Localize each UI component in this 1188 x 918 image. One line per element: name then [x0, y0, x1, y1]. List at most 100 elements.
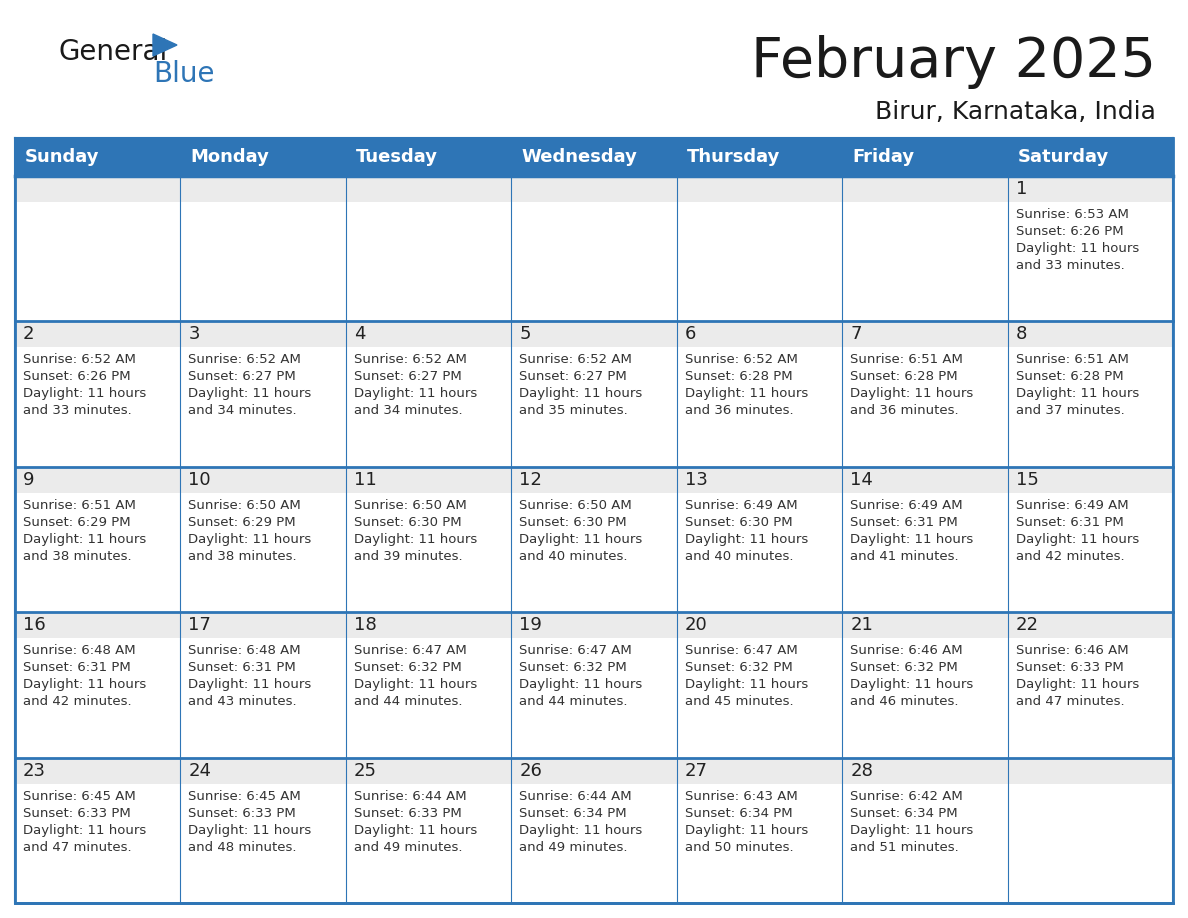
Text: and 42 minutes.: and 42 minutes.: [1016, 550, 1124, 563]
Text: Sunset: 6:31 PM: Sunset: 6:31 PM: [189, 661, 296, 674]
Text: Sunrise: 6:49 AM: Sunrise: 6:49 AM: [684, 498, 797, 512]
Text: and 34 minutes.: and 34 minutes.: [354, 405, 462, 418]
Text: 16: 16: [23, 616, 46, 634]
Text: Sunset: 6:34 PM: Sunset: 6:34 PM: [684, 807, 792, 820]
Text: Daylight: 11 hours: Daylight: 11 hours: [354, 678, 478, 691]
Text: Sunset: 6:32 PM: Sunset: 6:32 PM: [354, 661, 462, 674]
Bar: [511, 493, 677, 612]
Text: Daylight: 11 hours: Daylight: 11 hours: [189, 678, 311, 691]
Text: and 43 minutes.: and 43 minutes.: [189, 695, 297, 708]
Text: 27: 27: [684, 762, 708, 779]
Text: Daylight: 11 hours: Daylight: 11 hours: [684, 823, 808, 836]
Bar: [1007, 347, 1173, 466]
Bar: [181, 176, 346, 202]
Bar: [511, 176, 677, 202]
Bar: [181, 466, 346, 493]
Text: and 40 minutes.: and 40 minutes.: [684, 550, 794, 563]
Bar: [15, 321, 181, 347]
Text: Sunset: 6:34 PM: Sunset: 6:34 PM: [851, 807, 958, 820]
Text: Daylight: 11 hours: Daylight: 11 hours: [1016, 532, 1139, 546]
Text: Daylight: 11 hours: Daylight: 11 hours: [519, 823, 643, 836]
Text: and 49 minutes.: and 49 minutes.: [519, 841, 627, 854]
Bar: [346, 347, 511, 466]
Text: and 36 minutes.: and 36 minutes.: [684, 405, 794, 418]
Text: 9: 9: [23, 471, 34, 488]
Bar: [842, 321, 1007, 347]
Text: and 50 minutes.: and 50 minutes.: [684, 841, 794, 854]
Text: Sunrise: 6:51 AM: Sunrise: 6:51 AM: [851, 353, 963, 366]
Bar: [15, 138, 1173, 903]
Bar: [346, 638, 511, 757]
Bar: [346, 757, 511, 784]
Text: Sunset: 6:30 PM: Sunset: 6:30 PM: [519, 516, 627, 529]
Text: General: General: [58, 38, 168, 66]
Text: 10: 10: [189, 471, 211, 488]
Bar: [15, 638, 181, 757]
Text: Wednesday: Wednesday: [522, 148, 637, 166]
Bar: [1007, 321, 1173, 347]
Text: Sunset: 6:34 PM: Sunset: 6:34 PM: [519, 807, 627, 820]
Text: Sunrise: 6:50 AM: Sunrise: 6:50 AM: [519, 498, 632, 512]
Bar: [842, 466, 1007, 493]
Text: Sunrise: 6:52 AM: Sunrise: 6:52 AM: [519, 353, 632, 366]
Bar: [511, 638, 677, 757]
Bar: [1007, 493, 1173, 612]
Text: Daylight: 11 hours: Daylight: 11 hours: [1016, 242, 1139, 255]
Text: and 38 minutes.: and 38 minutes.: [189, 550, 297, 563]
Bar: [842, 757, 1007, 784]
Bar: [1007, 612, 1173, 638]
Text: Daylight: 11 hours: Daylight: 11 hours: [23, 678, 146, 691]
Text: Sunrise: 6:52 AM: Sunrise: 6:52 AM: [23, 353, 135, 366]
Text: 17: 17: [189, 616, 211, 634]
Text: and 38 minutes.: and 38 minutes.: [23, 550, 132, 563]
Text: Daylight: 11 hours: Daylight: 11 hours: [684, 678, 808, 691]
Bar: [15, 757, 181, 784]
Text: Daylight: 11 hours: Daylight: 11 hours: [851, 387, 973, 400]
Bar: [15, 138, 1173, 176]
Bar: [346, 466, 511, 493]
Text: Sunrise: 6:50 AM: Sunrise: 6:50 AM: [354, 498, 467, 512]
Text: Saturday: Saturday: [1018, 148, 1108, 166]
Text: 3: 3: [189, 325, 200, 343]
Text: and 49 minutes.: and 49 minutes.: [354, 841, 462, 854]
Text: Sunset: 6:33 PM: Sunset: 6:33 PM: [189, 807, 296, 820]
Bar: [842, 784, 1007, 903]
Text: 2: 2: [23, 325, 34, 343]
Bar: [677, 493, 842, 612]
Bar: [842, 347, 1007, 466]
Text: Daylight: 11 hours: Daylight: 11 hours: [684, 532, 808, 546]
Bar: [181, 784, 346, 903]
Bar: [15, 612, 181, 638]
Text: Daylight: 11 hours: Daylight: 11 hours: [1016, 387, 1139, 400]
Text: Sunrise: 6:45 AM: Sunrise: 6:45 AM: [23, 789, 135, 802]
Text: 1: 1: [1016, 180, 1026, 198]
Text: Sunrise: 6:47 AM: Sunrise: 6:47 AM: [684, 644, 797, 657]
Text: Daylight: 11 hours: Daylight: 11 hours: [189, 823, 311, 836]
Bar: [15, 784, 181, 903]
Text: Sunset: 6:31 PM: Sunset: 6:31 PM: [23, 661, 131, 674]
Bar: [842, 202, 1007, 321]
Text: and 45 minutes.: and 45 minutes.: [684, 695, 794, 708]
Text: Sunrise: 6:53 AM: Sunrise: 6:53 AM: [1016, 208, 1129, 221]
Text: Sunset: 6:32 PM: Sunset: 6:32 PM: [684, 661, 792, 674]
Bar: [346, 784, 511, 903]
Text: 28: 28: [851, 762, 873, 779]
Bar: [677, 784, 842, 903]
Text: Sunrise: 6:49 AM: Sunrise: 6:49 AM: [851, 498, 962, 512]
Text: Sunrise: 6:43 AM: Sunrise: 6:43 AM: [684, 789, 797, 802]
Text: Daylight: 11 hours: Daylight: 11 hours: [354, 387, 478, 400]
Text: 14: 14: [851, 471, 873, 488]
Bar: [1007, 466, 1173, 493]
Text: and 44 minutes.: and 44 minutes.: [354, 695, 462, 708]
Text: Sunrise: 6:51 AM: Sunrise: 6:51 AM: [23, 498, 135, 512]
Bar: [511, 466, 677, 493]
Text: Daylight: 11 hours: Daylight: 11 hours: [189, 532, 311, 546]
Text: Daylight: 11 hours: Daylight: 11 hours: [354, 823, 478, 836]
Text: Sunset: 6:27 PM: Sunset: 6:27 PM: [354, 370, 462, 384]
Bar: [181, 757, 346, 784]
Text: Sunset: 6:29 PM: Sunset: 6:29 PM: [189, 516, 296, 529]
Text: 13: 13: [684, 471, 708, 488]
Text: Sunset: 6:30 PM: Sunset: 6:30 PM: [684, 516, 792, 529]
Text: and 47 minutes.: and 47 minutes.: [1016, 695, 1124, 708]
Text: 11: 11: [354, 471, 377, 488]
